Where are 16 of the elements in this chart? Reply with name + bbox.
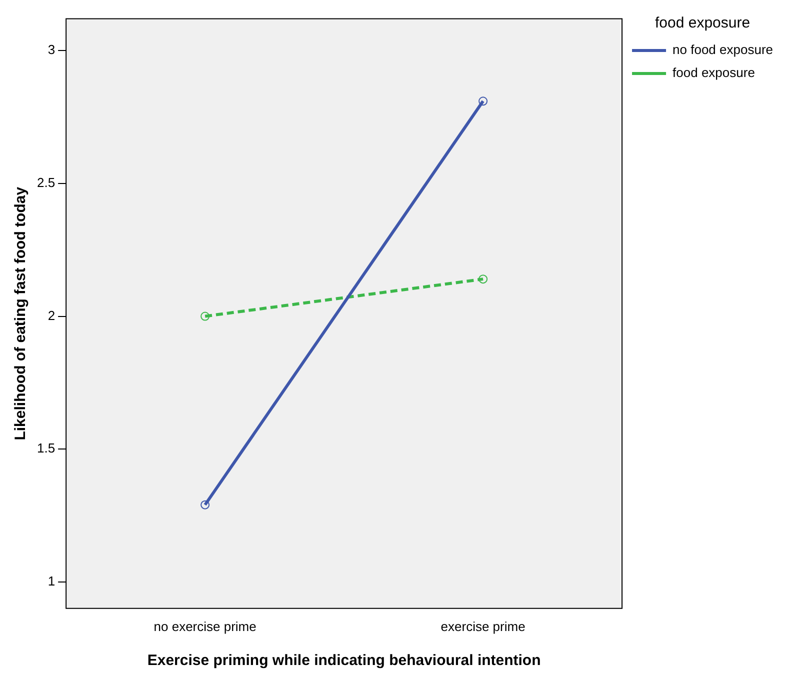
- y-axis-title: Likelihood of eating fast food today: [12, 186, 30, 440]
- x-tick-label: exercise prime: [440, 618, 526, 634]
- y-tick-label: 3: [48, 42, 56, 58]
- x-tick-label: no exercise prime: [154, 618, 256, 634]
- y-tick-label: 2: [48, 308, 56, 323]
- point: [200, 312, 210, 321]
- x-axis-title: Exercise priming while indicating behavioural intention: [147, 652, 541, 670]
- point: [200, 500, 210, 510]
- point: [478, 96, 488, 106]
- y-tick-label: 1.5: [36, 440, 56, 456]
- legend-label: no food exposure: [672, 42, 774, 58]
- point: [478, 274, 488, 284]
- legend-label: food exposure: [672, 65, 755, 80]
- y-tick-label: 2.5: [36, 175, 56, 190]
- y-tick-label: 1: [48, 573, 56, 588]
- legend-title: food exposure: [654, 14, 750, 32]
